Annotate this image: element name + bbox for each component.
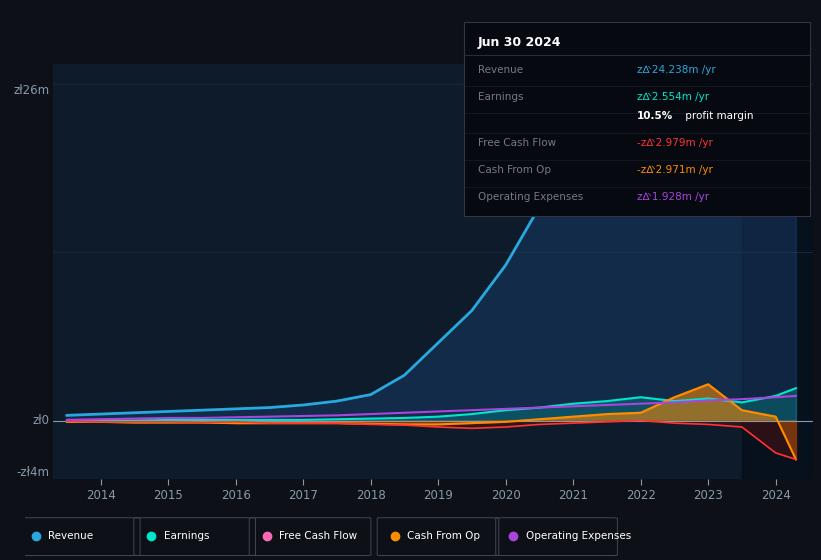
Bar [742,64,813,479]
Text: -zᐬ2.979m /yr: -zᐬ2.979m /yr [637,138,713,148]
Text: -zł4m: -zł4m [16,466,49,479]
Text: Revenue: Revenue [48,531,94,541]
Text: Jun 30 2024: Jun 30 2024 [478,36,562,49]
Text: -zᐬ2.971m /yr: -zᐬ2.971m /yr [637,165,713,175]
Text: profit margin: profit margin [682,111,754,122]
Text: Cash From Op: Cash From Op [478,165,551,175]
Text: zł26m: zł26m [13,84,49,97]
Text: Free Cash Flow: Free Cash Flow [279,531,357,541]
Text: Revenue: Revenue [478,65,523,75]
Text: zł0: zł0 [32,414,49,427]
Text: zᐬ1.928m /yr: zᐬ1.928m /yr [637,193,709,202]
Text: Free Cash Flow: Free Cash Flow [478,138,556,148]
Text: 10.5%: 10.5% [637,111,673,122]
Text: Operating Expenses: Operating Expenses [478,193,583,202]
Text: zᐬ2.554m /yr: zᐬ2.554m /yr [637,92,709,102]
Text: Cash From Op: Cash From Op [407,531,480,541]
Text: Operating Expenses: Operating Expenses [525,531,631,541]
Text: Earnings: Earnings [163,531,209,541]
Text: zᐬ24.238m /yr: zᐬ24.238m /yr [637,65,716,75]
Text: Earnings: Earnings [478,92,523,102]
